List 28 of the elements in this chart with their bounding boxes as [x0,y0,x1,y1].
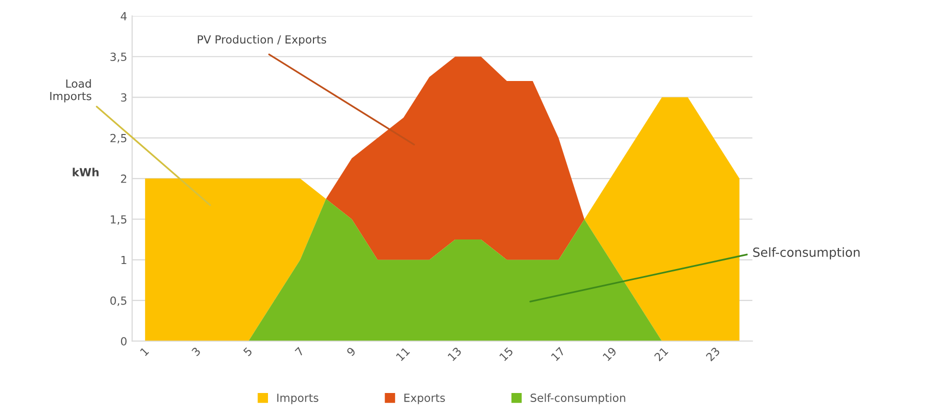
x-tick-label: 21 [654,346,668,362]
x-tick-label: 5 [242,346,253,356]
y-tick-label: 0 [120,337,127,346]
x-tick-label: 13 [447,346,462,362]
text: Self-consumption [753,247,860,260]
x-tick-label: 17 [550,346,566,362]
legend-label: Imports [277,394,318,404]
x-tick-label: 7 [294,346,304,356]
legend-label: Self-consumption [530,393,626,404]
legend-label: Exports [404,394,445,404]
x-tick-label: 15 [499,346,514,362]
y-tick-label: 0,5 [110,296,126,306]
y-tick-label: 2,5 [110,134,126,144]
x-tick-label: 1 [140,346,150,356]
y-tick-label: 1,5 [110,215,126,225]
y-tick-label: 4 [120,12,127,20]
x-tick-label: 9 [346,346,356,357]
text: Load Imports [50,79,92,102]
y-axis-title: kWh [72,168,99,176]
y-tick-label: 1 [121,256,126,264]
y-tick-label: 3,5 [110,52,126,62]
annotation: PV Production / Exports [198,35,326,46]
x-tick-label: 19 [602,346,617,362]
x-tick-label: 23 [706,346,720,362]
y-tick-label: 3 [121,93,126,102]
x-tick-label: 3 [191,346,201,356]
y-tick-label: 2 [121,174,126,183]
x-tick-label: 11 [396,346,410,362]
